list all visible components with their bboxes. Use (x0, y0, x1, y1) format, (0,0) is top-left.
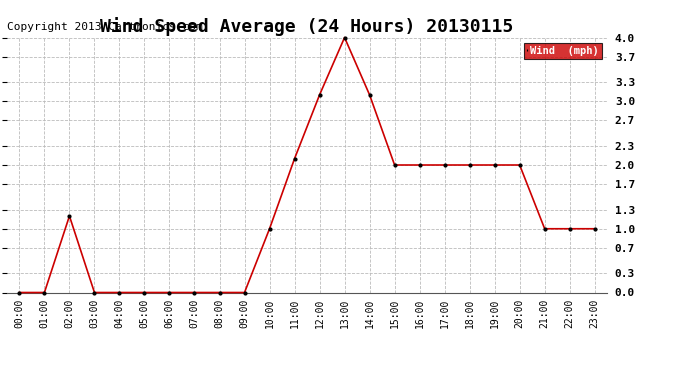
Legend: Wind  (mph): Wind (mph) (524, 43, 602, 59)
Text: Copyright 2013 Cartronics.com: Copyright 2013 Cartronics.com (7, 22, 203, 32)
Title: Wind Speed Average (24 Hours) 20130115: Wind Speed Average (24 Hours) 20130115 (101, 17, 513, 36)
